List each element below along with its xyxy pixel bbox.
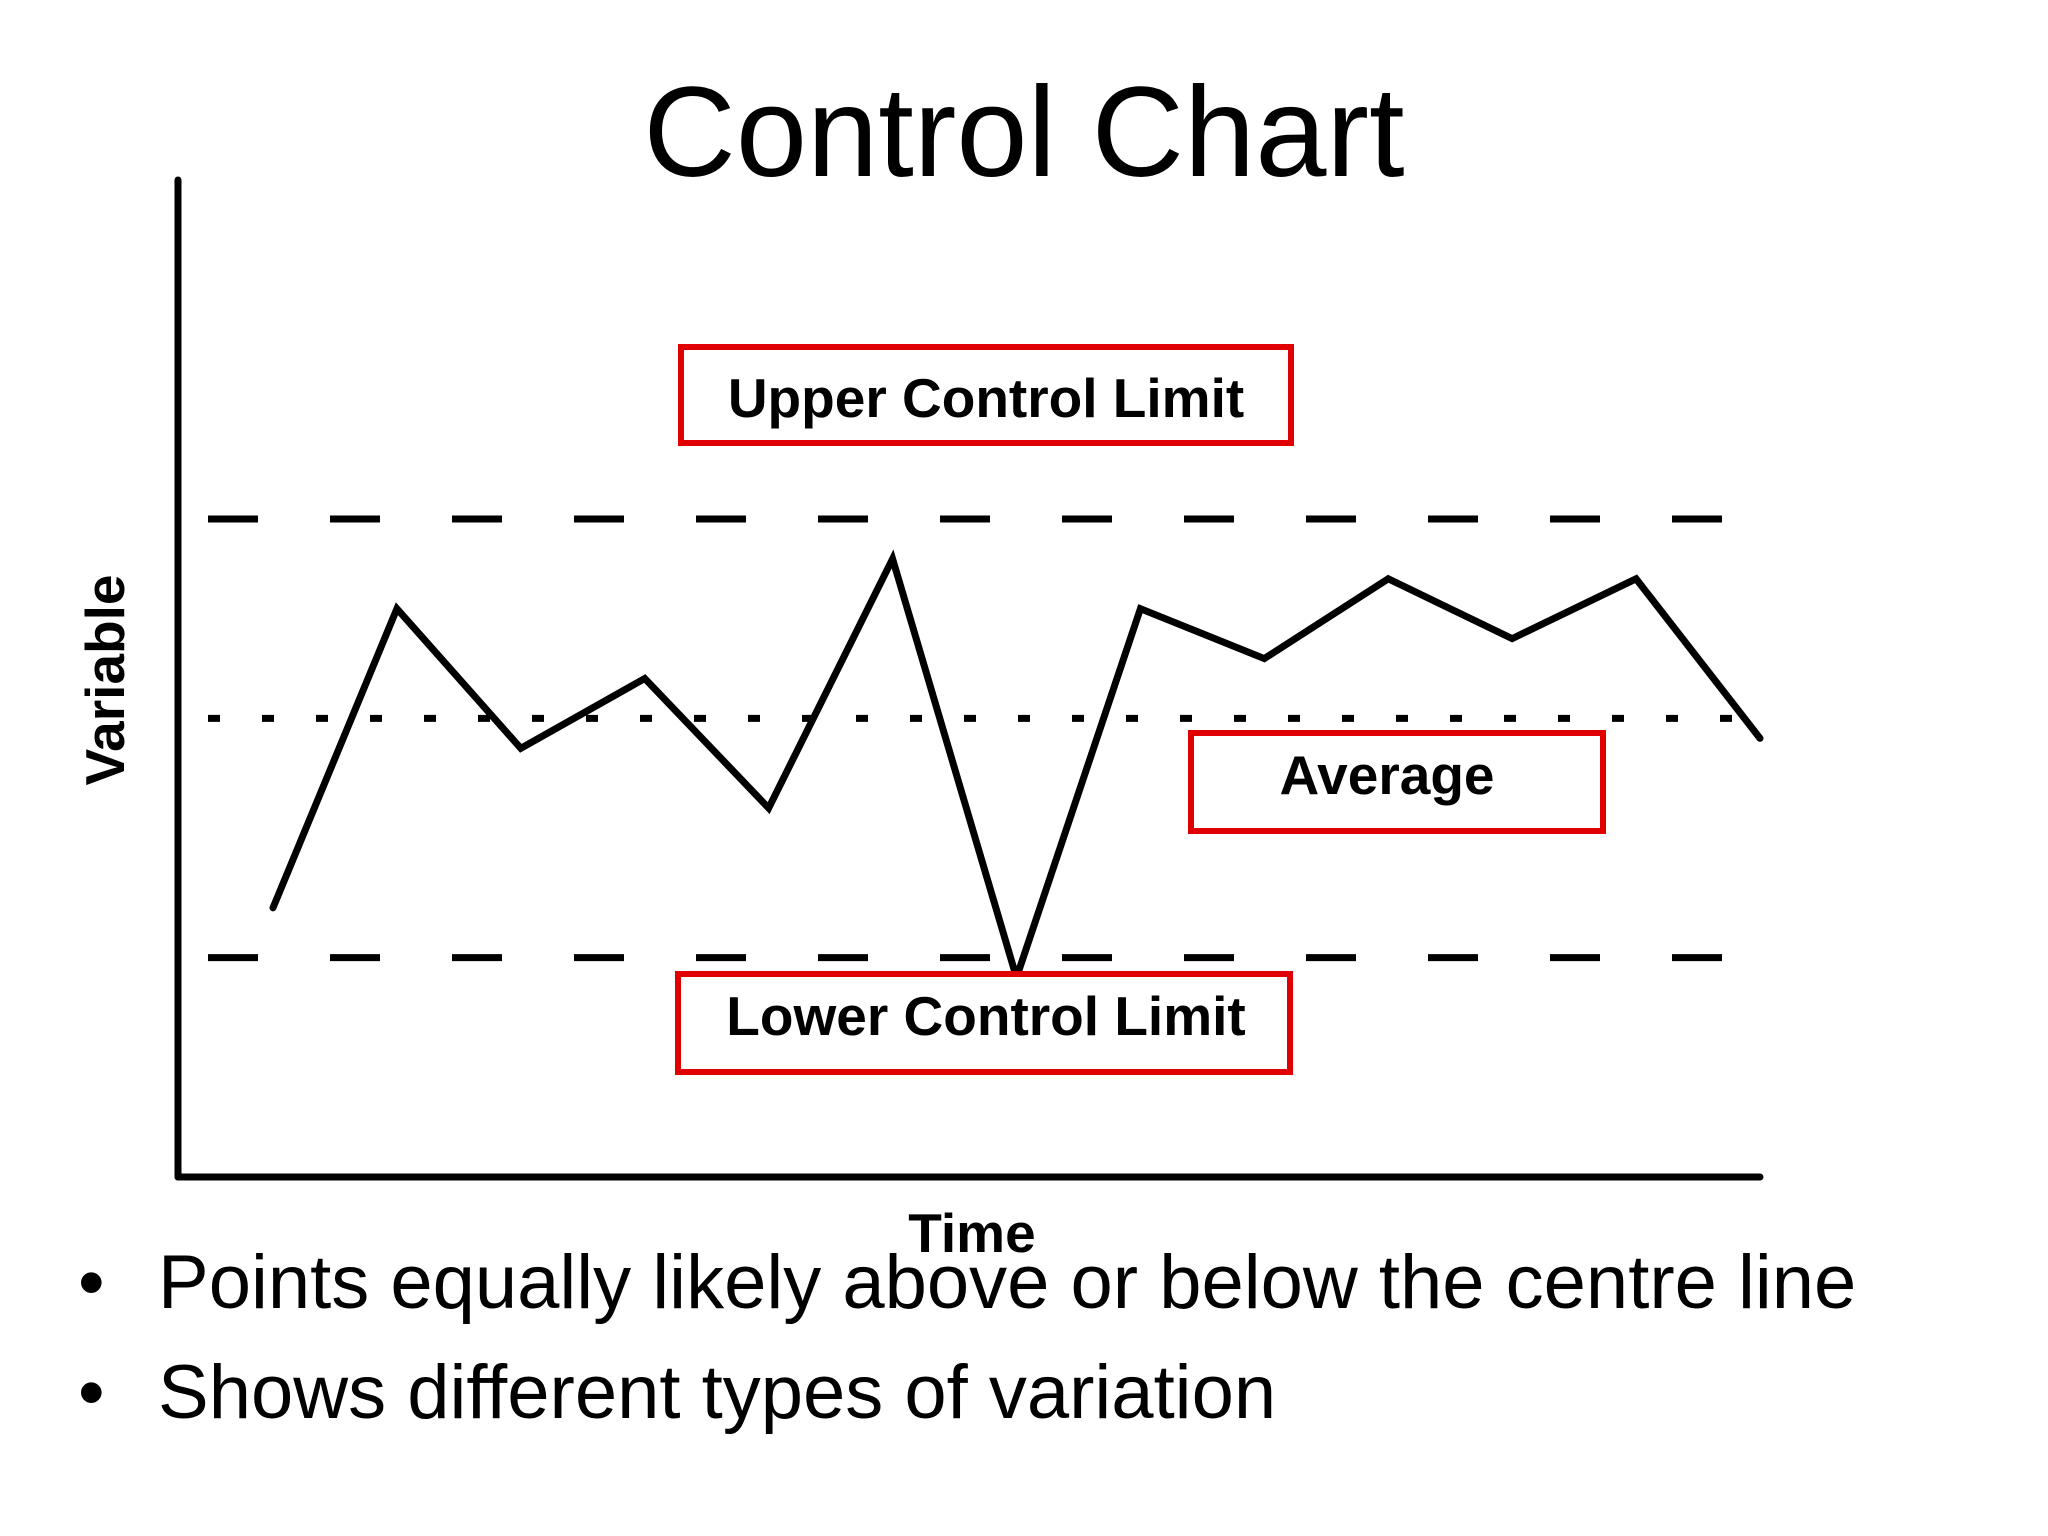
average-callout: Average	[1188, 730, 1606, 834]
average-callout-box	[1188, 730, 1606, 834]
bullet-list: • Points equally likely above or below t…	[72, 1228, 1856, 1448]
bullet-item: • Shows different types of variation	[72, 1338, 1856, 1448]
lcl-callout-box	[675, 971, 1293, 1075]
ucl-callout-label: Upper Control Limit	[728, 367, 1244, 429]
bullet-dot-icon: •	[78, 1240, 105, 1325]
slide-title: Control Chart	[643, 61, 1405, 204]
bullet-text: Points equally likely above or below the…	[158, 1240, 1857, 1325]
x-axis-label: Time	[908, 1202, 1035, 1264]
ucl-callout: Upper Control Limit	[678, 344, 1294, 446]
bullet-dot-icon: •	[78, 1350, 105, 1435]
bullet-item: • Points equally likely above or below t…	[72, 1228, 1856, 1338]
ucl-callout-box	[678, 344, 1294, 446]
average-callout-label: Average	[1279, 744, 1494, 806]
lcl-callout: Lower Control Limit	[675, 971, 1293, 1075]
bullet-text: Shows different types of variation	[158, 1350, 1277, 1435]
y-axis-label: Variable	[74, 575, 136, 786]
lcl-callout-label: Lower Control Limit	[726, 985, 1245, 1047]
